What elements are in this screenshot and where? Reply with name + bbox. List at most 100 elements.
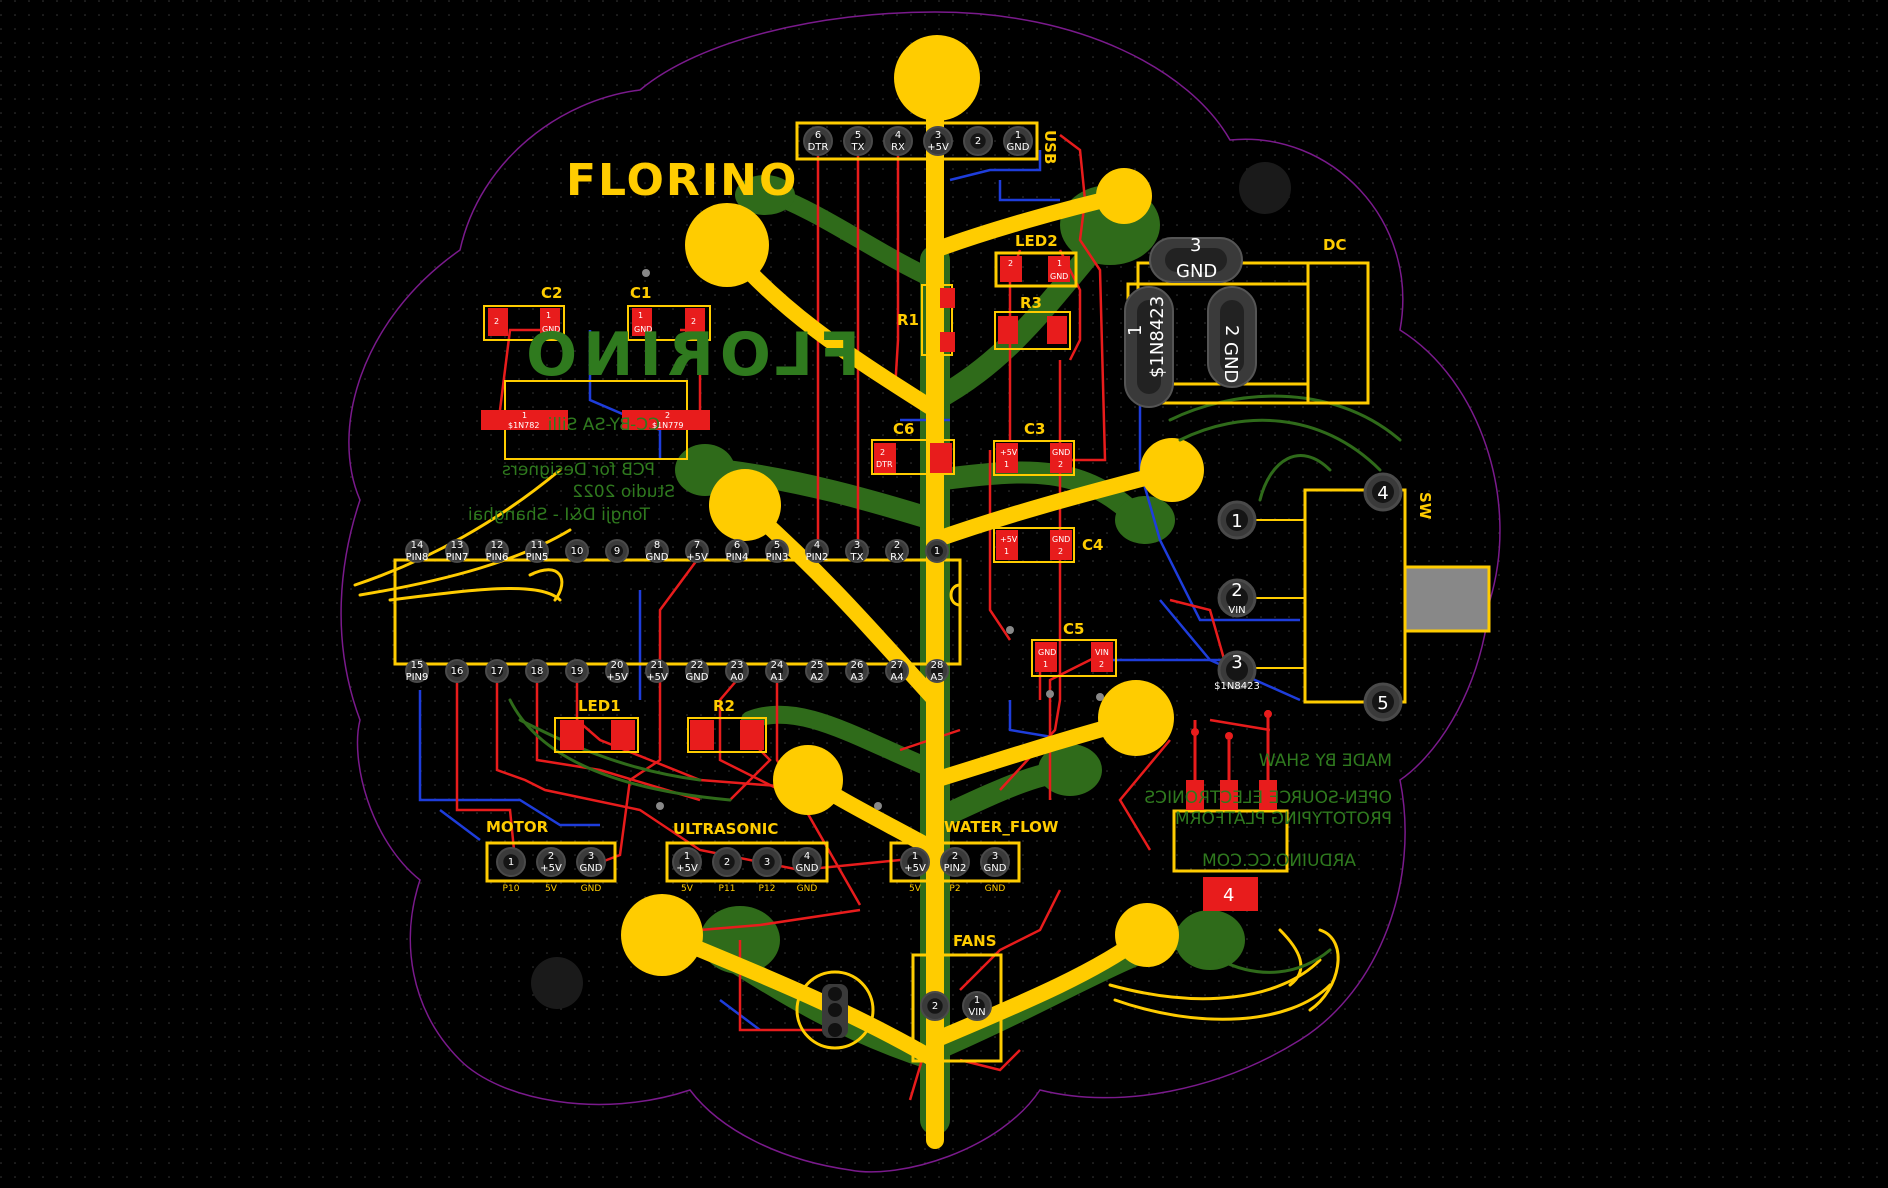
c2-pad1: 1 xyxy=(546,311,551,320)
c3-pad2-net: GND xyxy=(1052,448,1070,457)
pin-name: +5V xyxy=(606,672,628,683)
c5-ref-label: C5 xyxy=(1063,620,1084,638)
mcu-pin: 3TX xyxy=(845,539,869,563)
led2-footprint: LED2 2 1 GND xyxy=(994,232,1078,288)
voltage-regulator: 4 xyxy=(1172,710,1289,911)
reg-tab-label: 4 xyxy=(1223,885,1234,906)
ultrasonic-pin: 3 P12 xyxy=(752,847,782,894)
c4-footprint: C4 +5V 1 GND 2 xyxy=(993,527,1103,563)
credit-line: Studio 2022 xyxy=(572,482,675,502)
mcu-pin: 7+5V xyxy=(685,539,709,563)
pin-number: 2 xyxy=(724,857,730,868)
pin-number: 3 xyxy=(1231,652,1242,673)
mounting-hole xyxy=(1239,162,1291,214)
led2-pad1: 1 xyxy=(1057,259,1062,268)
pin-number: 4 xyxy=(1377,483,1388,504)
pin-name: +5V xyxy=(927,142,949,153)
pin-number: 3 xyxy=(854,540,860,551)
water-flow-ref-label: WATER_FLOW xyxy=(944,818,1059,836)
pin-name: TX xyxy=(850,552,864,563)
pin-number: 2 xyxy=(952,851,958,862)
mcu-pin: 20+5V xyxy=(605,659,629,683)
dc-jack: DC 3 GND 1 $1N8423 2 GND xyxy=(1124,235,1370,408)
pin-number: 7 xyxy=(694,540,700,551)
sw-pin: 5 xyxy=(1363,682,1403,722)
c3-pad2: 2 xyxy=(1058,460,1063,469)
c2-footprint: C2 2 1 GND xyxy=(483,284,565,341)
x1-pad1-net: $1N782 xyxy=(508,421,539,430)
r2-footprint: R2 xyxy=(687,697,767,753)
c6-ref-label: C6 xyxy=(893,420,914,438)
r3-footprint: R3 xyxy=(994,294,1071,350)
pin-name: RX xyxy=(891,142,905,153)
motor-pin: 2+5V 5V xyxy=(536,847,566,894)
pin-name: PIN2 xyxy=(944,863,967,874)
pin-number: 26 xyxy=(851,660,864,671)
pin-silk-label: GND xyxy=(581,884,602,894)
credit-line: Tongji D&I - Shanghai xyxy=(468,505,651,525)
pin-name: GND xyxy=(686,672,709,683)
pin-name: PIN4 xyxy=(726,552,749,563)
c6-pad1-net: DTR xyxy=(876,460,893,469)
c1-pad2: 2 xyxy=(691,317,696,326)
test-pads xyxy=(822,984,848,1038)
pin-name: PIN2 xyxy=(806,552,829,563)
pin-name: $1N8423 xyxy=(1214,681,1260,692)
dc-ref-label: DC xyxy=(1323,236,1346,254)
usb-pin: 5TX xyxy=(843,126,873,156)
dc-pin2-net: GND xyxy=(1220,342,1241,383)
sw-pin-row: 1 2 VIN 3 $1N8423 4 5 xyxy=(1214,472,1403,722)
pin-number: 1 xyxy=(912,851,918,862)
pin-number: 24 xyxy=(771,660,784,671)
led1-ref-label: LED1 xyxy=(578,697,621,715)
ultrasonic-pin: 1+5V 5V xyxy=(672,847,702,894)
r1-footprint: R1 xyxy=(897,284,955,356)
pin-number: 3 xyxy=(764,857,770,868)
pin-number: 10 xyxy=(571,546,584,557)
pin-number: 11 xyxy=(531,540,544,551)
mirrored-notes: MADE BY SHAW OPEN-SOURCE ELECTRONICS PRO… xyxy=(1144,751,1392,871)
c2-ref-label: C2 xyxy=(541,284,562,302)
dc-pin3-net: GND xyxy=(1176,261,1217,282)
pin-name: A5 xyxy=(930,672,943,683)
credit-line: CC-BY-SA Silli xyxy=(548,415,660,435)
pin-silk-label: P11 xyxy=(719,884,736,894)
led2-pad1-net: GND xyxy=(1050,272,1068,281)
pin-silk-label: P12 xyxy=(759,884,776,894)
pin-number: 2 xyxy=(932,1001,938,1012)
pin-number: 23 xyxy=(731,660,744,671)
c5-pad1: 1 xyxy=(1043,660,1048,669)
led2-pad2: 2 xyxy=(1008,259,1013,268)
pin-name: A4 xyxy=(890,672,903,683)
c5-pad2: 2 xyxy=(1099,660,1104,669)
pin-name: GND xyxy=(1007,142,1030,153)
note-line: PROTOTYPING PLATFORM xyxy=(1175,809,1392,829)
pin-number: 5 xyxy=(774,540,780,551)
c5-pad1-net: GND xyxy=(1038,648,1056,657)
sw-pin: 3 $1N8423 xyxy=(1214,650,1260,692)
pin-number: 1 xyxy=(1015,130,1021,141)
mcu-pin: 1 xyxy=(925,539,949,563)
note-line: OPEN-SOURCE ELECTRONICS xyxy=(1144,788,1392,808)
x1-pad2: 2 xyxy=(665,411,670,420)
decorative-swirls xyxy=(353,468,1340,1050)
pin-name: GND xyxy=(580,863,603,874)
florino-logo-mirrored: FLORINO xyxy=(520,320,860,390)
